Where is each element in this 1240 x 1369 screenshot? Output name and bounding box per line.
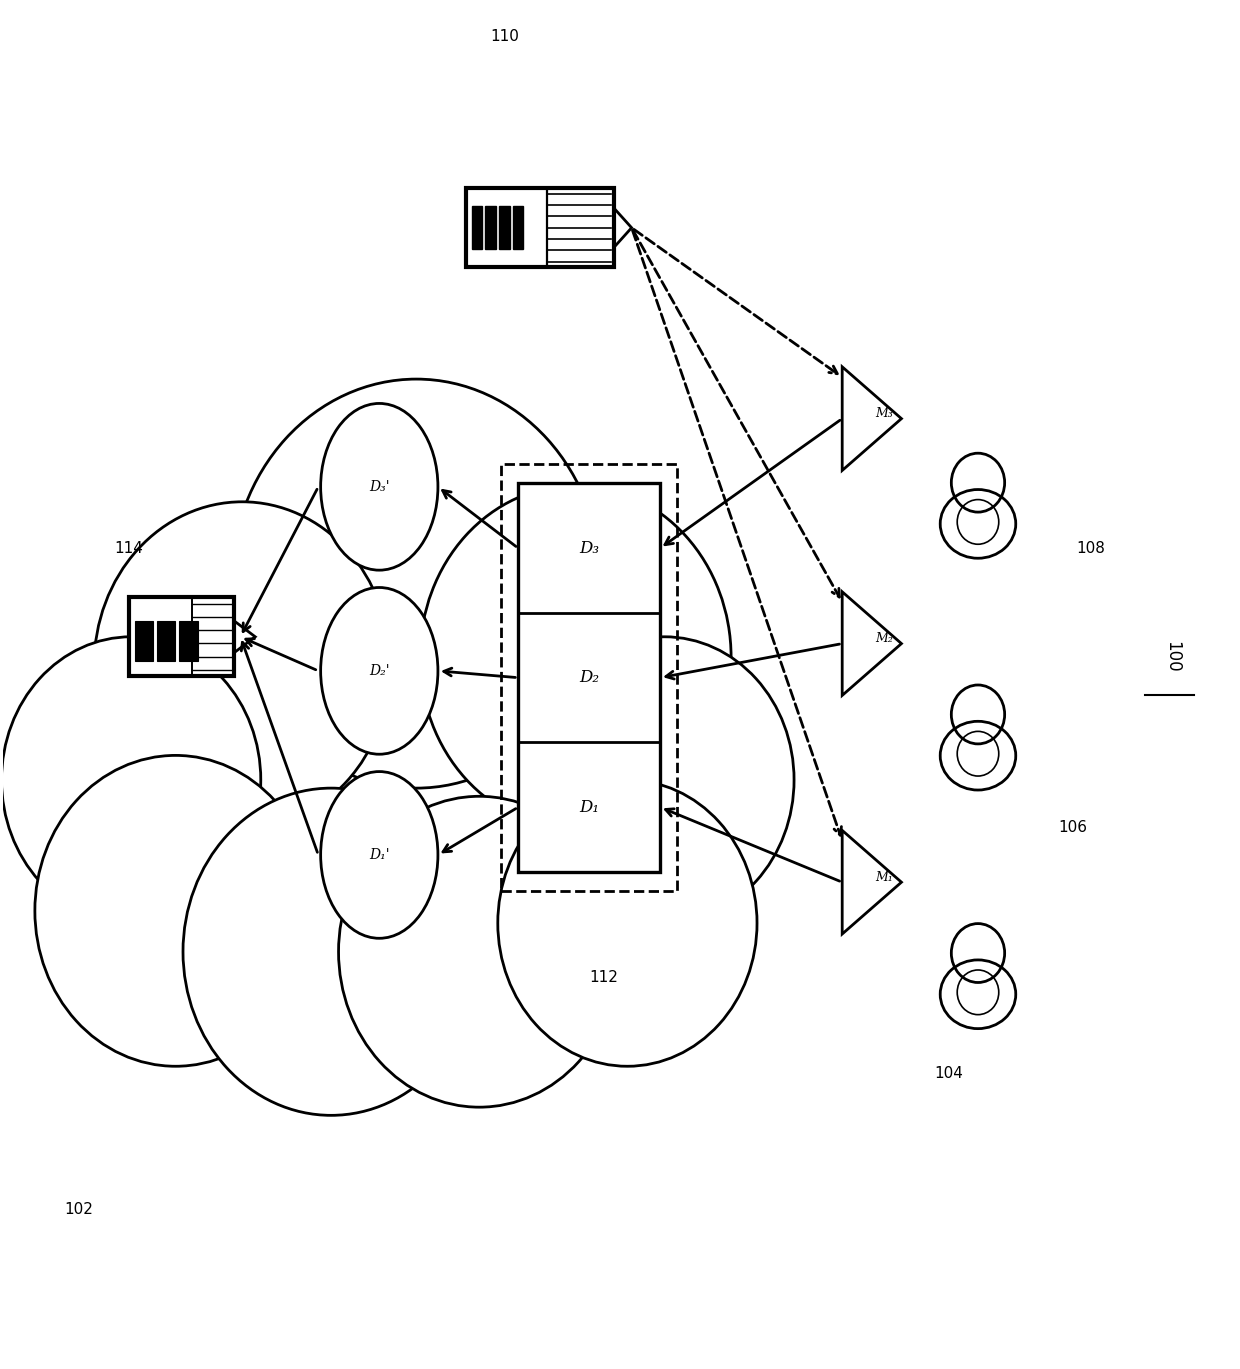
- Text: D₂: D₂: [579, 669, 599, 686]
- Bar: [500, 205, 510, 249]
- Circle shape: [94, 502, 391, 830]
- Text: D₃: D₃: [579, 539, 599, 557]
- Bar: [501, 464, 677, 891]
- Text: 108: 108: [1076, 541, 1106, 556]
- Circle shape: [184, 789, 480, 1116]
- Text: M₃: M₃: [874, 407, 893, 420]
- Circle shape: [339, 797, 620, 1108]
- Circle shape: [1, 637, 260, 923]
- Circle shape: [420, 486, 732, 830]
- Circle shape: [231, 379, 601, 789]
- Text: 104: 104: [935, 1065, 963, 1080]
- Bar: [471, 205, 482, 249]
- Text: 102: 102: [64, 1202, 93, 1217]
- Bar: [129, 597, 234, 676]
- Text: D₃': D₃': [370, 479, 389, 494]
- Text: D₂': D₂': [370, 664, 389, 678]
- Circle shape: [534, 637, 794, 923]
- Ellipse shape: [321, 772, 438, 938]
- Text: M₁: M₁: [874, 871, 893, 883]
- Bar: [485, 205, 496, 249]
- Bar: [513, 205, 523, 249]
- Text: D₁': D₁': [370, 847, 389, 862]
- Text: 114: 114: [114, 541, 143, 556]
- Bar: [135, 622, 154, 660]
- Bar: [179, 622, 197, 660]
- Text: D₁: D₁: [579, 798, 599, 816]
- Bar: [466, 188, 614, 267]
- Ellipse shape: [321, 404, 438, 570]
- Text: 112: 112: [589, 971, 618, 986]
- Text: M₂: M₂: [874, 632, 893, 645]
- Text: 110: 110: [490, 29, 520, 44]
- Text: 100: 100: [1163, 642, 1182, 674]
- Bar: [156, 622, 176, 660]
- Text: 106: 106: [1058, 820, 1087, 835]
- Ellipse shape: [321, 587, 438, 754]
- Bar: [518, 483, 660, 872]
- Circle shape: [497, 780, 758, 1066]
- Circle shape: [35, 756, 316, 1066]
